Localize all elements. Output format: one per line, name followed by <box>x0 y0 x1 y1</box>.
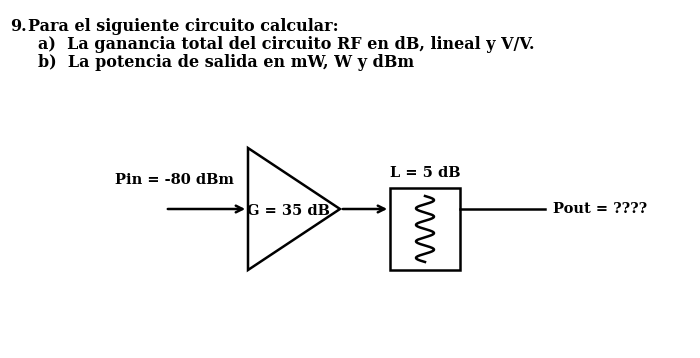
Text: Para el siguiente circuito calcular:: Para el siguiente circuito calcular: <box>28 18 339 35</box>
Text: Pin = -80 dBm: Pin = -80 dBm <box>115 173 234 187</box>
Text: 9.: 9. <box>10 18 27 35</box>
Text: Pout = ????: Pout = ???? <box>553 202 647 216</box>
Text: b)  La potencia de salida en mW, W y dBm: b) La potencia de salida en mW, W y dBm <box>38 54 414 71</box>
Bar <box>390 188 460 270</box>
Text: G = 35 dB: G = 35 dB <box>247 204 330 218</box>
Text: a)  La ganancia total del circuito RF en dB, lineal y V/V.: a) La ganancia total del circuito RF en … <box>38 36 535 53</box>
Text: L = 5 dB: L = 5 dB <box>390 166 461 180</box>
